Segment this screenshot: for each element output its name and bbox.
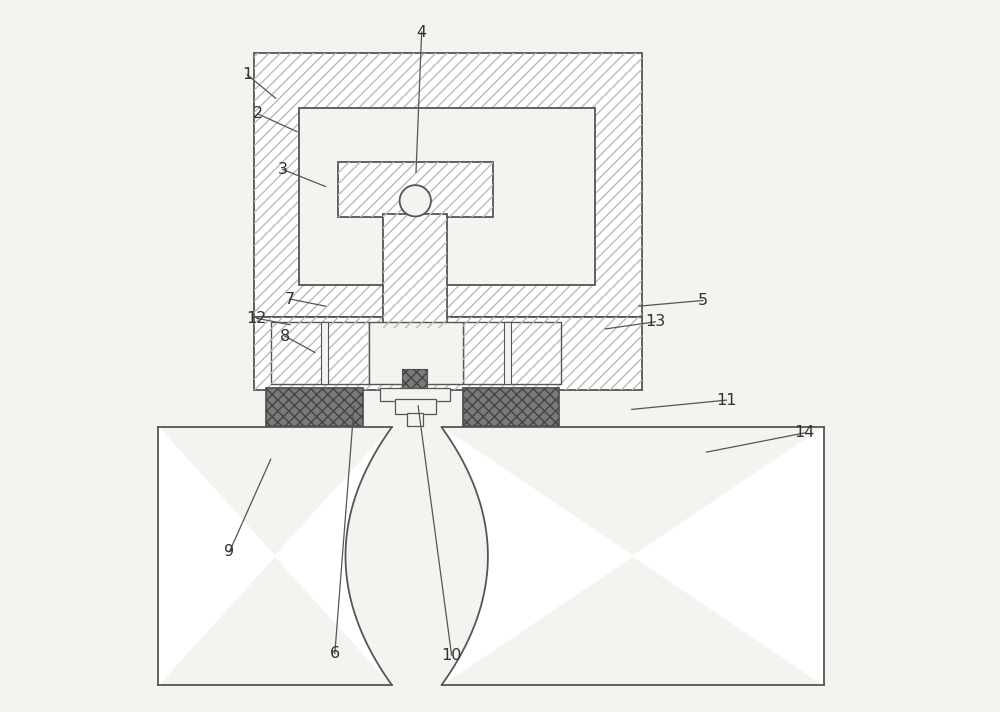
Bar [380,388,450,401]
Bar [321,322,328,384]
Text: 14: 14 [795,425,815,441]
Bar [383,214,447,328]
Text: 12: 12 [246,310,267,326]
Bar [504,322,511,384]
Text: 7: 7 [285,291,295,307]
Bar [254,317,642,390]
Bar [254,53,642,317]
Bar [463,388,559,426]
Bar [463,388,559,426]
Bar [383,214,447,328]
Bar [463,322,561,384]
Bar [338,162,493,217]
Bar [402,369,427,389]
Text: 3: 3 [278,162,288,177]
Bar [338,162,493,217]
Polygon shape [442,427,824,685]
Bar [271,322,369,384]
Text: 11: 11 [716,392,737,408]
Bar [254,317,642,390]
Bar [271,322,369,384]
Text: 2: 2 [253,106,263,122]
Bar [407,413,423,426]
Circle shape [400,185,431,216]
Bar [402,369,427,389]
Bar [266,388,363,426]
Text: 13: 13 [645,314,665,330]
Text: 1: 1 [242,67,252,83]
Bar [254,53,642,317]
Text: 4: 4 [417,24,427,40]
Bar [395,399,436,414]
Text: 6: 6 [330,646,340,661]
Bar [369,322,463,384]
Polygon shape [158,427,392,685]
Text: 8: 8 [280,328,290,344]
Text: 5: 5 [698,293,708,308]
Text: 10: 10 [441,647,462,663]
Bar [299,108,595,285]
Bar [463,322,561,384]
Bar [266,388,363,426]
Text: 9: 9 [224,544,235,560]
